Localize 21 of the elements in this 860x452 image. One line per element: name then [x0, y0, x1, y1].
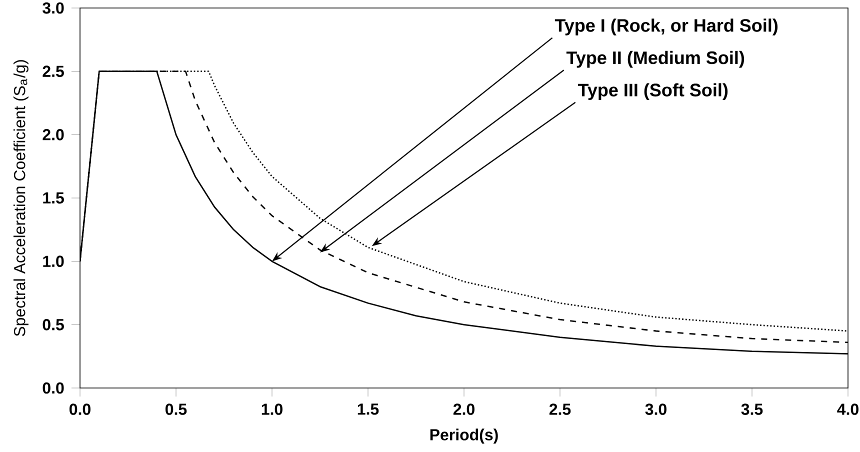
y-axis-title: Spectral Acceleration Coefficient (S$_{a}$/g) [14, 60, 28, 336]
x-tick-label: 0.0 [70, 404, 90, 415]
y-tick-label: 0.5 [42, 319, 64, 330]
y-tick-label: 0.0 [42, 382, 64, 394]
x-tick-label: 1.5 [358, 404, 379, 415]
x-tick-label: 4.0 [837, 404, 858, 415]
y-tick-label: 1.0 [43, 256, 64, 267]
x-axis-title: Period(s) [430, 428, 498, 444]
x-tick-label: 3.0 [645, 404, 666, 415]
y-tick-label: 3.0 [42, 2, 64, 14]
x-tick-label: 1.0 [262, 404, 282, 415]
y-tick-label: 2.0 [42, 129, 64, 140]
x-tick-label: 0.5 [166, 404, 187, 415]
x-tick-label: 2.0 [453, 404, 474, 415]
annotation: Type II (Medium Soil) [566, 50, 744, 68]
y-tick-label: 1.5 [43, 192, 64, 204]
x-tick-label: 2.5 [549, 404, 571, 415]
annotation: Type III (Soft Soil) [578, 83, 728, 100]
y-tick-label: 2.5 [42, 66, 64, 77]
x-tick-label: 3.5 [741, 404, 763, 415]
annotation: Type I (Rock, or Hard Soil) [554, 18, 778, 36]
